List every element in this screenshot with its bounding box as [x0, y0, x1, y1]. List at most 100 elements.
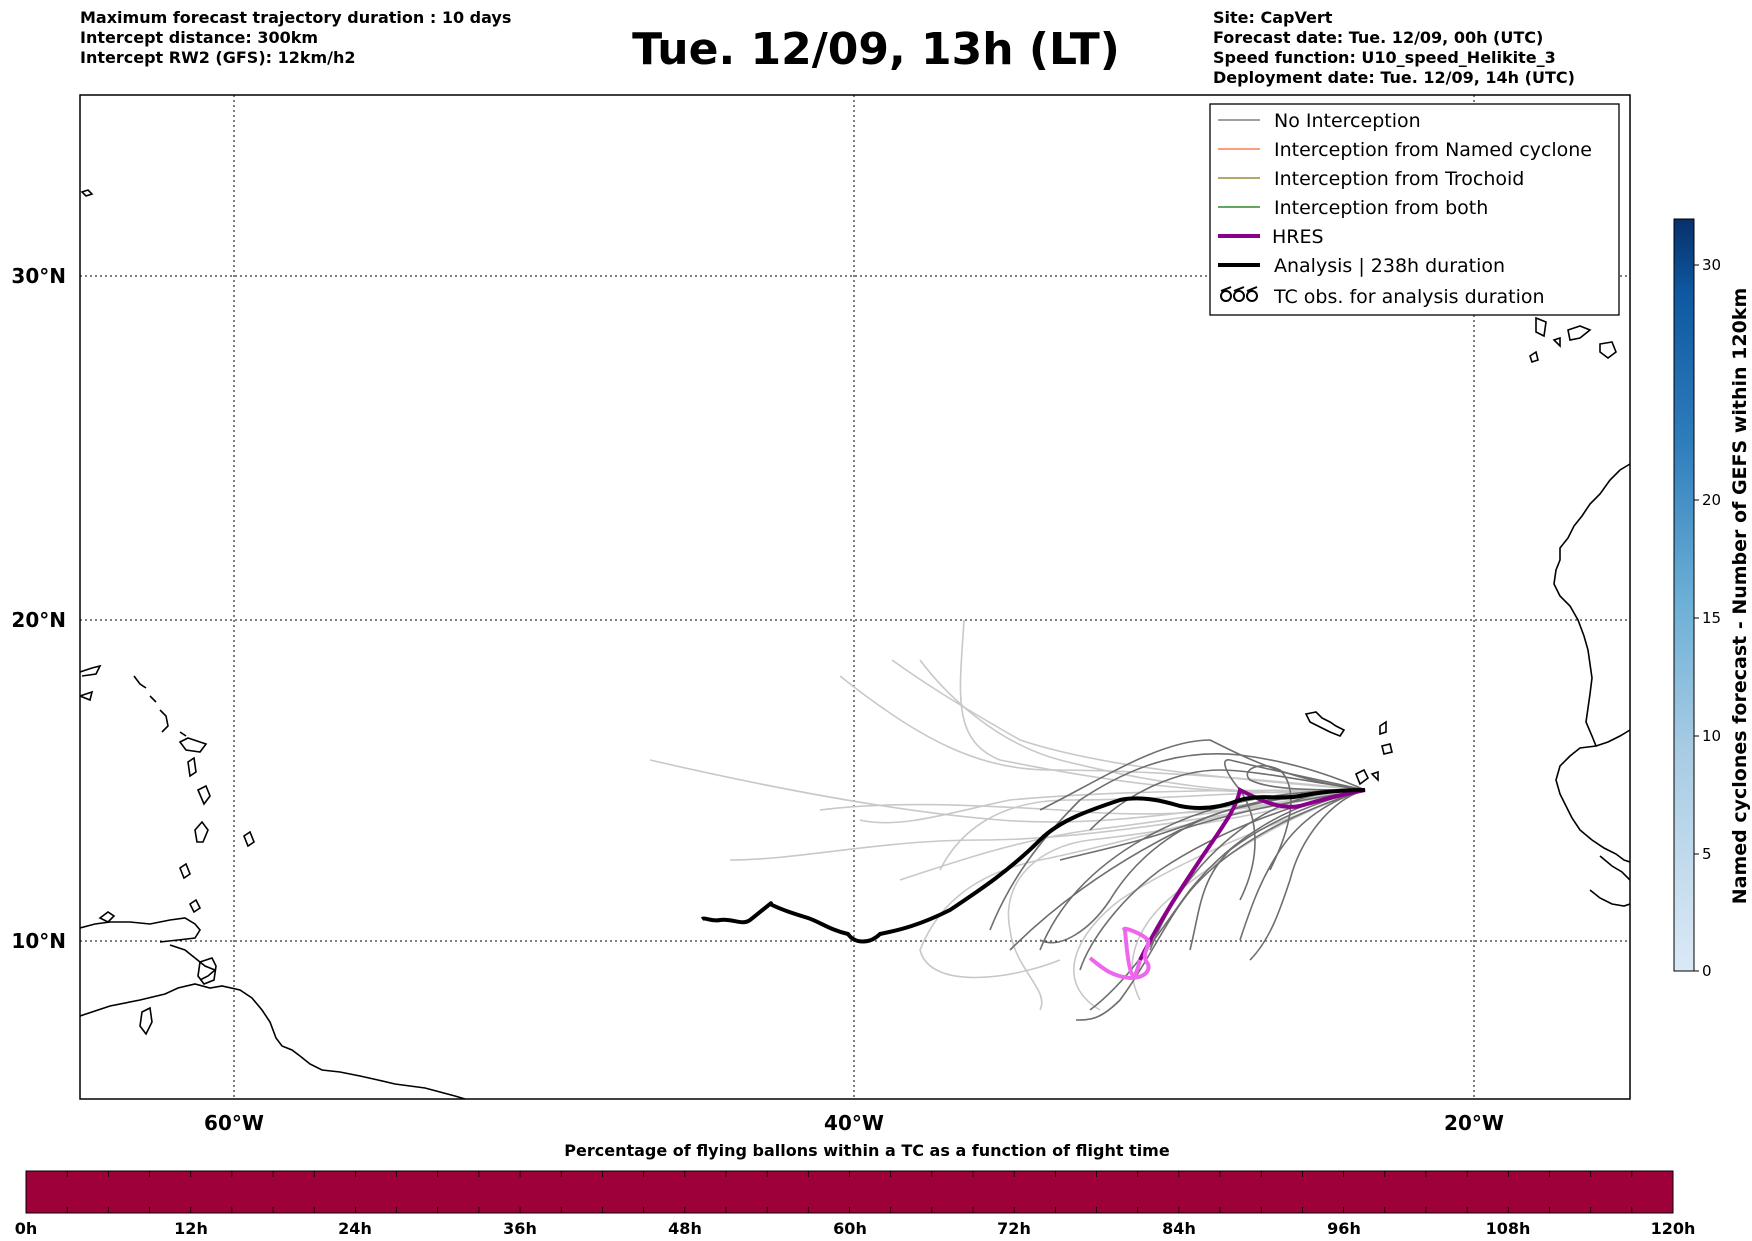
header-left-line: Intercept RW2 (GFS): 12km/h2: [80, 48, 356, 67]
west-africa-coast: [1599, 855, 1630, 881]
island: [159, 709, 169, 733]
island: [187, 756, 197, 778]
legend-label: Interception from both: [1274, 197, 1488, 219]
colorbar-right: 0 5 10 15 20 30 Named cyclones forecast …: [1673, 218, 1751, 980]
legend: No Interception Interception from Named …: [1209, 103, 1620, 316]
legend-label: Analysis | 238h duration: [1274, 255, 1505, 277]
header-right-line: Deployment date: Tue. 12/09, 14h (UTC): [1213, 68, 1575, 87]
trajectory: [1224, 759, 1366, 901]
lat-tick-label: 30°N: [11, 264, 66, 288]
cape-verde-island: [1379, 720, 1387, 736]
header-right-line: Speed function: U10_speed_Helikite_3: [1213, 48, 1556, 67]
colorbar-bottom-tick-label: 12h: [174, 1219, 208, 1238]
map-frame: [79, 94, 1631, 1100]
trajectory: [1249, 789, 1366, 961]
west-africa-coast: [1553, 463, 1630, 863]
island: [179, 731, 187, 737]
lon-tick-label: 60°W: [204, 1111, 264, 1135]
colorbar-bottom-tick-label: 120h: [1651, 1219, 1696, 1238]
colorbar-right-bar: [1673, 218, 1695, 972]
analysis-trajectory: [700, 788, 1366, 944]
hres-trajectory: [1138, 787, 1366, 961]
island: [80, 189, 94, 197]
trajectory: [1009, 789, 1366, 951]
colorbar-bottom-tick-label: 72h: [997, 1219, 1031, 1238]
colorbar-right-tick-label: 20: [1702, 491, 1721, 509]
trajectory: [1039, 739, 1366, 811]
colorbar-bottom-tick-label: 84h: [1162, 1219, 1196, 1238]
colorbar-bottom-tick-label: 96h: [1327, 1219, 1361, 1238]
tc-obs-symbol-icon: [1220, 286, 1258, 302]
colorbar-bottom-tick-label: 24h: [338, 1219, 372, 1238]
colorbar-right-tick-label: 0: [1702, 962, 1712, 980]
trajectory: [1239, 789, 1366, 941]
colorbar-bottom-tick-label: 0h: [15, 1219, 38, 1238]
map-title: Tue. 12/09, 13h (LT): [632, 24, 1120, 75]
header-right-info: Site: CapVert Forecast date: Tue. 12/09,…: [1213, 8, 1575, 88]
colorbar-bottom: Percentage of flying ballons within a TC…: [15, 1141, 1696, 1238]
legend-label: TC obs. for analysis duration: [1273, 286, 1545, 308]
cape-verde-island: [1304, 711, 1346, 737]
colorbar-right-tick-label: 10: [1702, 727, 1721, 745]
south-america-coast: [80, 983, 466, 1099]
canary-island: [1599, 341, 1617, 359]
bijagos-islands: [1589, 889, 1630, 907]
lat-tick-label: 20°N: [11, 608, 66, 632]
coastlines: [80, 189, 1630, 1099]
legend-label: HRES: [1272, 226, 1324, 248]
legend-label: Interception from Named cyclone: [1274, 139, 1592, 161]
trajectory: [1246, 765, 1366, 871]
island: [179, 862, 191, 880]
island: [80, 690, 94, 702]
colorbar-bottom-tick-label: 48h: [668, 1219, 702, 1238]
header-left-line: Intercept distance: 300km: [80, 28, 319, 47]
trajectory: [939, 789, 1366, 871]
colorbar-bottom-tick-label: 108h: [1486, 1219, 1531, 1238]
legend-label: No Interception: [1274, 110, 1421, 132]
colorbar-bottom-tick-labels: 0h 12h 24h 36h 48h 60h 72h 84h 96h 108h …: [15, 1219, 1696, 1238]
colorbar-bottom-bar: [25, 1170, 1674, 1214]
lon-tick-label: 40°W: [824, 1111, 884, 1135]
trajectory: [989, 753, 1366, 931]
colorbar-right-label: Named cyclones forecast - Number of GEFS…: [1729, 288, 1751, 905]
gulf-paria-coast: [169, 944, 217, 981]
colorbar-right-tick-label: 15: [1702, 609, 1721, 627]
cape-verde-island: [1370, 770, 1379, 782]
colorbar-bottom-tick-label: 60h: [833, 1219, 867, 1238]
legend-box: [1209, 103, 1620, 316]
island: [243, 830, 255, 848]
island: [139, 1006, 153, 1036]
header-left-line: Maximum forecast trajectory duration : 1…: [80, 8, 512, 27]
lat-tick-label: 10°N: [11, 929, 66, 953]
colorbar-bottom-label: Percentage of flying ballons within a TC…: [564, 1141, 1170, 1160]
header-right-line: Site: CapVert: [1213, 8, 1333, 27]
canary-island: [1535, 316, 1547, 338]
lon-tick-label: 20°W: [1444, 1111, 1504, 1135]
island: [196, 784, 211, 806]
island: [194, 820, 209, 843]
island: [133, 675, 147, 689]
trajectory: [1007, 789, 1366, 1011]
canary-island: [1552, 336, 1561, 348]
hres-trajectory-group: [1088, 787, 1366, 981]
trajectory: [891, 659, 1366, 791]
canary-island: [1567, 325, 1592, 341]
colorbar-bottom-tick-label: 36h: [503, 1219, 537, 1238]
header-left-info: Maximum forecast trajectory duration : 1…: [80, 8, 511, 68]
island: [80, 664, 102, 677]
colorbar-bottom-minor-ticks: [66, 1171, 1633, 1213]
trajectory: [839, 675, 1366, 791]
trajectory: [1039, 789, 1366, 951]
cape-verde-island: [1381, 743, 1393, 755]
canary-island: [1529, 350, 1539, 364]
colorbar-right-ticks: [1694, 264, 1699, 972]
colorbar-right-tick-label: 5: [1702, 845, 1712, 863]
cape-verde-island: [1354, 768, 1370, 786]
island: [188, 898, 202, 914]
island: [98, 911, 116, 923]
colorbar-right-tick-label: 30: [1702, 256, 1721, 274]
west-africa-coast: [1595, 729, 1630, 747]
trajectory: [859, 789, 1366, 824]
island: [178, 737, 208, 753]
